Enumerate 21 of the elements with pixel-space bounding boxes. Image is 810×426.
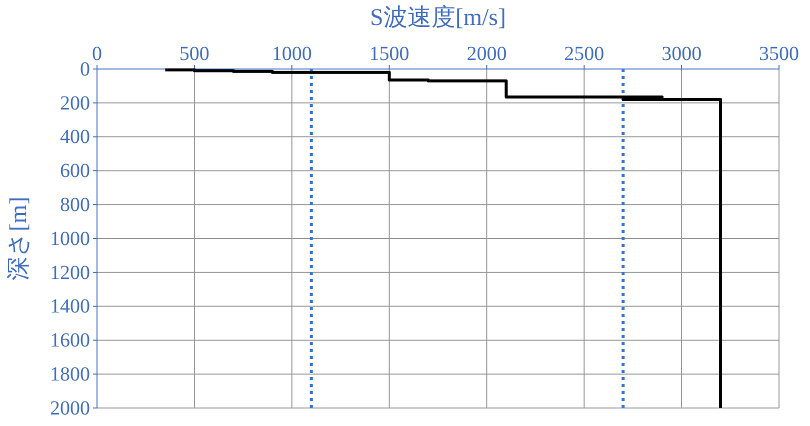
- x-tick-label: 3500: [759, 43, 799, 65]
- x-axis-title: S波速度[m/s]: [370, 4, 506, 31]
- y-tick-label: 1200: [50, 262, 90, 284]
- y-axis-title: 深さ[m]: [6, 196, 32, 280]
- y-tick-label: 400: [60, 126, 90, 148]
- y-tick-label: 200: [60, 92, 90, 114]
- y-tick-label: 2000: [50, 397, 90, 420]
- x-tick-label: 2000: [466, 43, 507, 65]
- y-tick-label: 0: [80, 58, 90, 80]
- x-tick-label: 1500: [369, 43, 410, 65]
- y-tick-label: 1400: [50, 296, 90, 318]
- x-tick-label: 2500: [564, 43, 604, 65]
- y-tick-label: 1800: [50, 364, 90, 386]
- y-tick-label: 800: [60, 194, 90, 216]
- x-tick-label: 500: [179, 43, 210, 65]
- y-tick-label: 1000: [50, 228, 90, 250]
- y-tick-label: 1600: [50, 330, 90, 352]
- x-tick-label: 3000: [662, 43, 702, 65]
- y-tick-label: 600: [60, 160, 90, 182]
- x-tick-label: 1000: [272, 43, 312, 65]
- line-series: [164, 68, 722, 410]
